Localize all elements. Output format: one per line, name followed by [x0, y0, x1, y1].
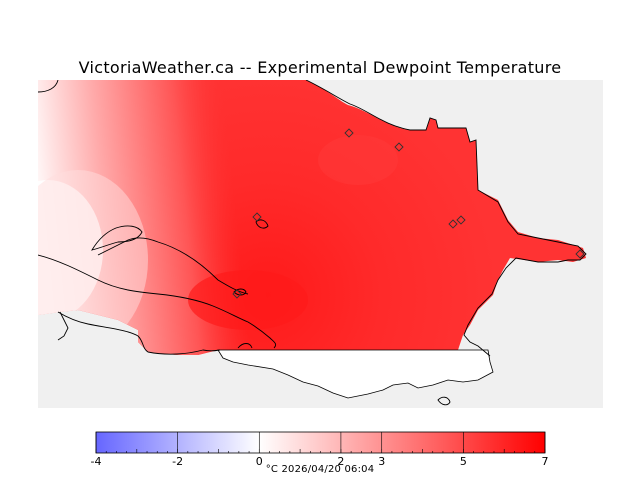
- station-marker: [448, 219, 458, 229]
- water-area: [217, 349, 494, 399]
- station-marker: [252, 212, 262, 222]
- map-title: VictoriaWeather.ca -- Experimental Dewpo…: [78, 58, 562, 77]
- station-markers: [232, 128, 585, 299]
- station-marker: [575, 249, 585, 259]
- footer-timestamp: °C 2026/04/20 06:04: [265, 464, 375, 475]
- coastline: [38, 80, 587, 406]
- station-marker: [232, 289, 242, 299]
- color-scale-bar: [95, 431, 546, 454]
- station-marker: [394, 142, 404, 152]
- dewpoint-map: [38, 80, 603, 408]
- station-marker: [344, 128, 354, 138]
- station-marker: [456, 215, 466, 225]
